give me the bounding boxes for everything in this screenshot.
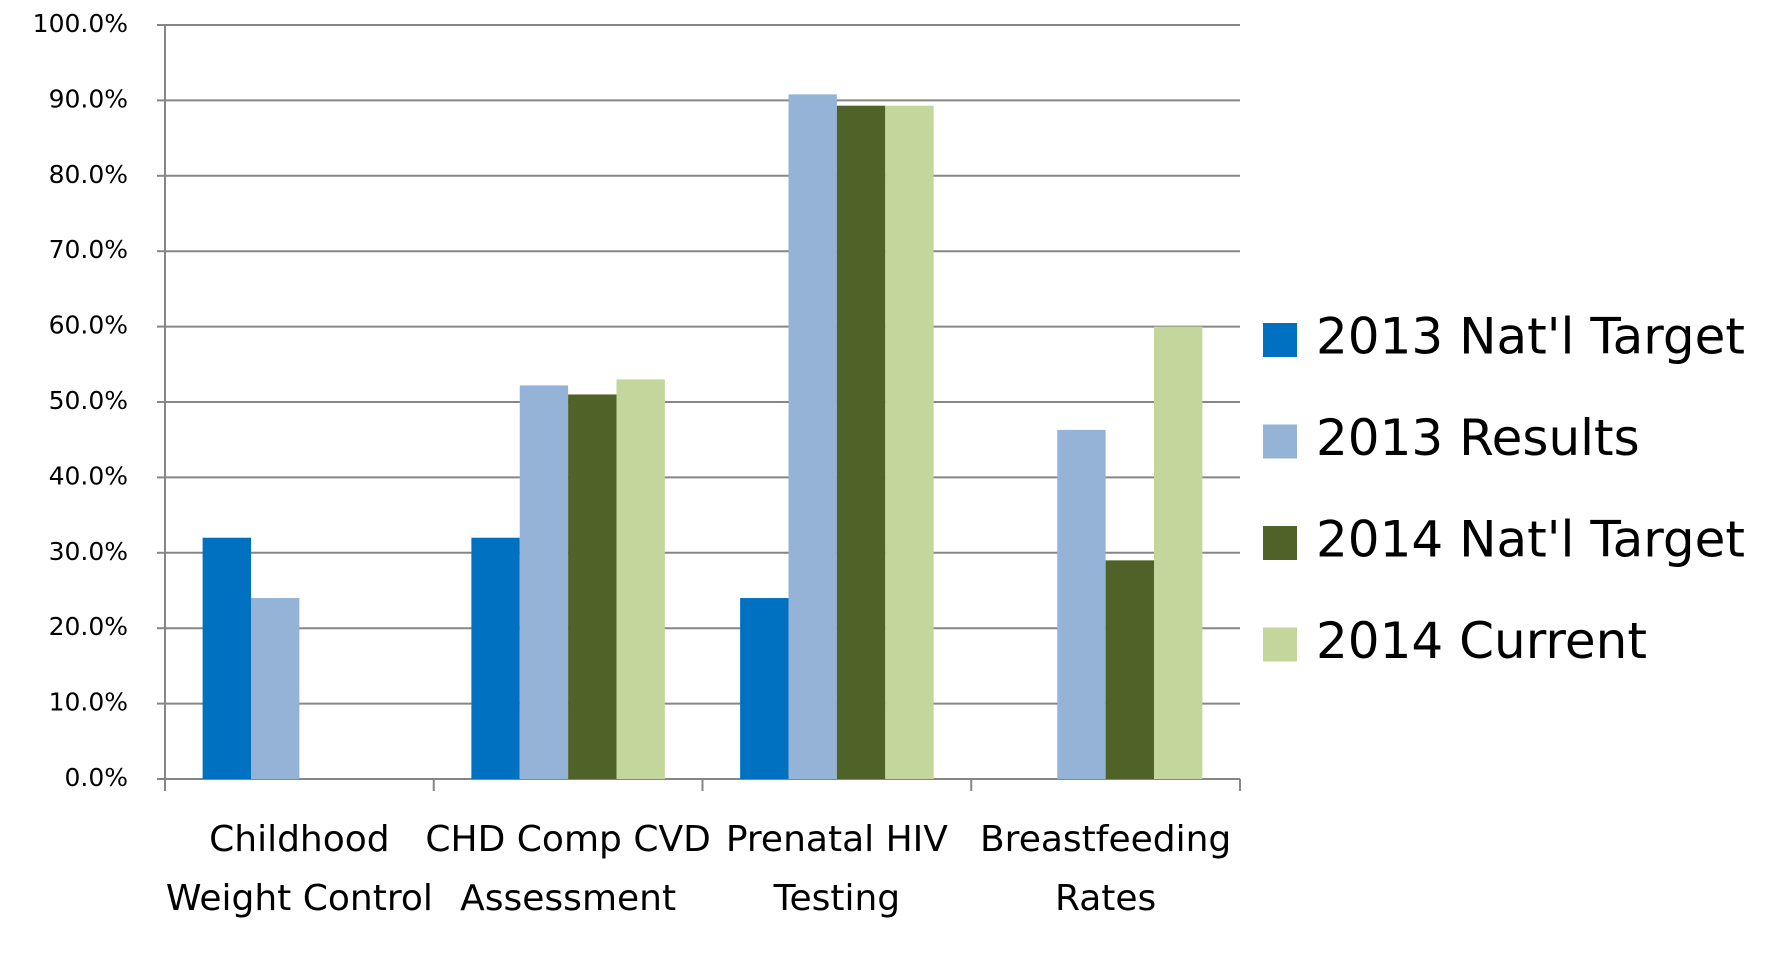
y-tick-label: 30.0% (49, 537, 128, 566)
y-tick-label: 50.0% (49, 386, 128, 415)
bar (740, 598, 789, 779)
bar (616, 379, 665, 779)
bar (1154, 326, 1203, 779)
legend-swatch (1263, 526, 1297, 560)
y-tick-label: 0.0% (64, 763, 128, 792)
legend-label: 2013 Results (1316, 409, 1640, 467)
bar (1057, 429, 1106, 779)
y-tick-label: 40.0% (49, 461, 128, 490)
bar (519, 385, 569, 779)
x-tick-label: CHD Comp CVD Assessment (425, 819, 711, 919)
y-tick-label: 80.0% (49, 160, 128, 189)
x-tick-label: Breastfeeding Rates (979, 819, 1232, 919)
y-tick-label: 70.0% (49, 235, 128, 264)
legend-label: 2014 Nat'l Target (1316, 511, 1745, 569)
bar (251, 598, 300, 779)
y-tick-label: 10.0% (49, 688, 128, 717)
y-tick-label: 90.0% (49, 84, 128, 113)
legend-swatch (1263, 627, 1297, 662)
legend-label: 2013 Nat'l Target (1316, 308, 1745, 366)
y-tick-label: 100.0% (33, 9, 128, 38)
x-tick-label: Childhood Weight Control (165, 819, 433, 919)
legend-swatch (1263, 424, 1297, 459)
bar (788, 94, 837, 780)
bar (1105, 560, 1154, 779)
legend-label: 2014 Current (1316, 612, 1647, 670)
y-tick-label: 20.0% (49, 612, 128, 641)
legend-swatch (1263, 323, 1297, 357)
y-tick-label: 60.0% (49, 311, 128, 340)
bar (568, 394, 617, 779)
bar (202, 537, 251, 779)
x-tick-label: Prenatal HIV Testing (725, 819, 948, 919)
bar (471, 537, 520, 779)
bar (885, 105, 934, 780)
bar (836, 105, 886, 780)
